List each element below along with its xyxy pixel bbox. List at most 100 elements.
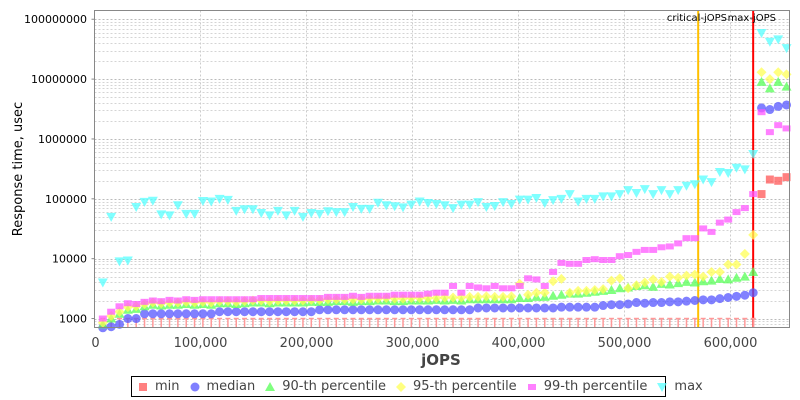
- median-point: [315, 305, 325, 315]
- 99-th-percentile-point: [157, 298, 166, 305]
- median-point: [240, 307, 250, 317]
- max-point: [539, 199, 550, 209]
- x-tick-label: 300,000: [386, 336, 440, 351]
- median-point: [148, 309, 158, 319]
- 99-th-percentile-point: [549, 268, 558, 275]
- legend-marker: [265, 381, 276, 391]
- 95-th-percentile-point: [748, 229, 759, 240]
- max-point: [414, 197, 425, 207]
- 90-th-percentile-point: [664, 279, 675, 289]
- y-tick-label: 10000000: [31, 73, 87, 86]
- 95-th-percentile-point: [473, 291, 484, 302]
- median-point: [331, 305, 341, 315]
- 95-th-percentile-point: [714, 266, 725, 277]
- median-point: [448, 305, 458, 315]
- median-point: [265, 307, 275, 317]
- max-point: [364, 204, 375, 214]
- median-point: [606, 300, 616, 310]
- 95-th-percentile-point: [756, 67, 767, 78]
- median-point: [473, 303, 483, 313]
- 99-th-percentile-point: [207, 296, 216, 303]
- max-point: [314, 209, 325, 219]
- median-point: [648, 298, 658, 308]
- min-point: [774, 176, 783, 185]
- 99-th-percentile-point: [757, 109, 766, 116]
- 99-th-percentile-point: [657, 244, 666, 251]
- min-point: [765, 175, 774, 184]
- 99-th-percentile-point: [373, 292, 382, 299]
- 99-th-percentile-point: [490, 282, 499, 289]
- max-point: [339, 208, 350, 218]
- max-point: [289, 206, 300, 216]
- max-point: [639, 185, 650, 195]
- median-point: [498, 303, 508, 313]
- 90-th-percentile-point: [739, 271, 750, 281]
- 90-th-percentile-point: [723, 274, 734, 284]
- max-point: [97, 278, 108, 288]
- 95-th-percentile-point: [631, 280, 642, 291]
- max-point: [439, 201, 450, 211]
- 95-th-percentile-point: [731, 259, 742, 270]
- x-tick-label: 500,000: [598, 336, 652, 351]
- 95-th-percentile-point: [606, 275, 617, 286]
- max-point: [356, 204, 367, 214]
- max-point: [773, 35, 784, 45]
- legend-item: median: [190, 379, 255, 394]
- series-99-th-percentile: [98, 109, 791, 322]
- 90-th-percentile-point: [689, 277, 700, 287]
- median-point: [640, 298, 650, 308]
- min-point: [782, 173, 791, 182]
- median-point: [531, 303, 541, 313]
- 95-th-percentile-point: [698, 271, 709, 282]
- 99-th-percentile-point: [749, 191, 758, 198]
- median-point: [206, 309, 216, 319]
- max-point: [473, 198, 484, 208]
- legend-marker-icon: [265, 381, 276, 391]
- median-point: [665, 297, 675, 307]
- 99-th-percentile-point: [674, 240, 683, 247]
- max-point: [122, 256, 133, 266]
- max-point: [514, 195, 525, 205]
- median-point: [165, 309, 175, 319]
- 90-th-percentile-point: [748, 266, 759, 276]
- 99-th-percentile-point: [165, 296, 174, 303]
- max-point: [581, 194, 592, 204]
- 95-th-percentile-point: [681, 270, 692, 281]
- median-point: [698, 295, 708, 305]
- 99-th-percentile-point: [715, 219, 724, 226]
- median-point: [740, 290, 750, 300]
- 99-th-percentile-point: [574, 260, 583, 267]
- 99-th-percentile-point: [765, 129, 774, 136]
- series-min: [100, 173, 791, 328]
- max-point: [297, 212, 308, 222]
- 99-th-percentile-point: [640, 246, 649, 253]
- 99-th-percentile-point: [682, 235, 691, 242]
- legend-marker: [190, 382, 200, 391]
- median-point: [365, 305, 375, 315]
- 99-th-percentile-point: [707, 228, 716, 235]
- y-axis-ticks: 1000 10000 100000 1000000 10000000 100000000: [24, 13, 95, 326]
- max-point: [389, 202, 400, 212]
- 95-th-percentile-point: [564, 287, 575, 298]
- 90-th-percentile-point: [514, 293, 525, 303]
- median-point: [115, 319, 125, 329]
- median-point: [415, 305, 425, 315]
- 99-th-percentile-point: [457, 289, 466, 296]
- x-axis-label: jOPS: [420, 351, 461, 369]
- max-point: [548, 196, 559, 206]
- legend-label: max: [674, 379, 703, 394]
- median-point: [173, 309, 183, 319]
- 99-th-percentile-point: [232, 296, 241, 303]
- max-point: [181, 209, 192, 219]
- max-point: [706, 178, 717, 188]
- legend-item: 99-th percentile: [527, 379, 647, 394]
- 95-th-percentile-point: [706, 266, 717, 277]
- max-point: [614, 190, 625, 200]
- 99-th-percentile-point: [665, 243, 674, 250]
- max-point: [222, 195, 233, 205]
- critical-jops-label: critical-jOPS: [667, 13, 727, 24]
- 99-th-percentile-point: [323, 293, 332, 300]
- median-point: [423, 305, 433, 315]
- 99-th-percentile-point: [382, 292, 391, 299]
- median-point: [431, 305, 441, 315]
